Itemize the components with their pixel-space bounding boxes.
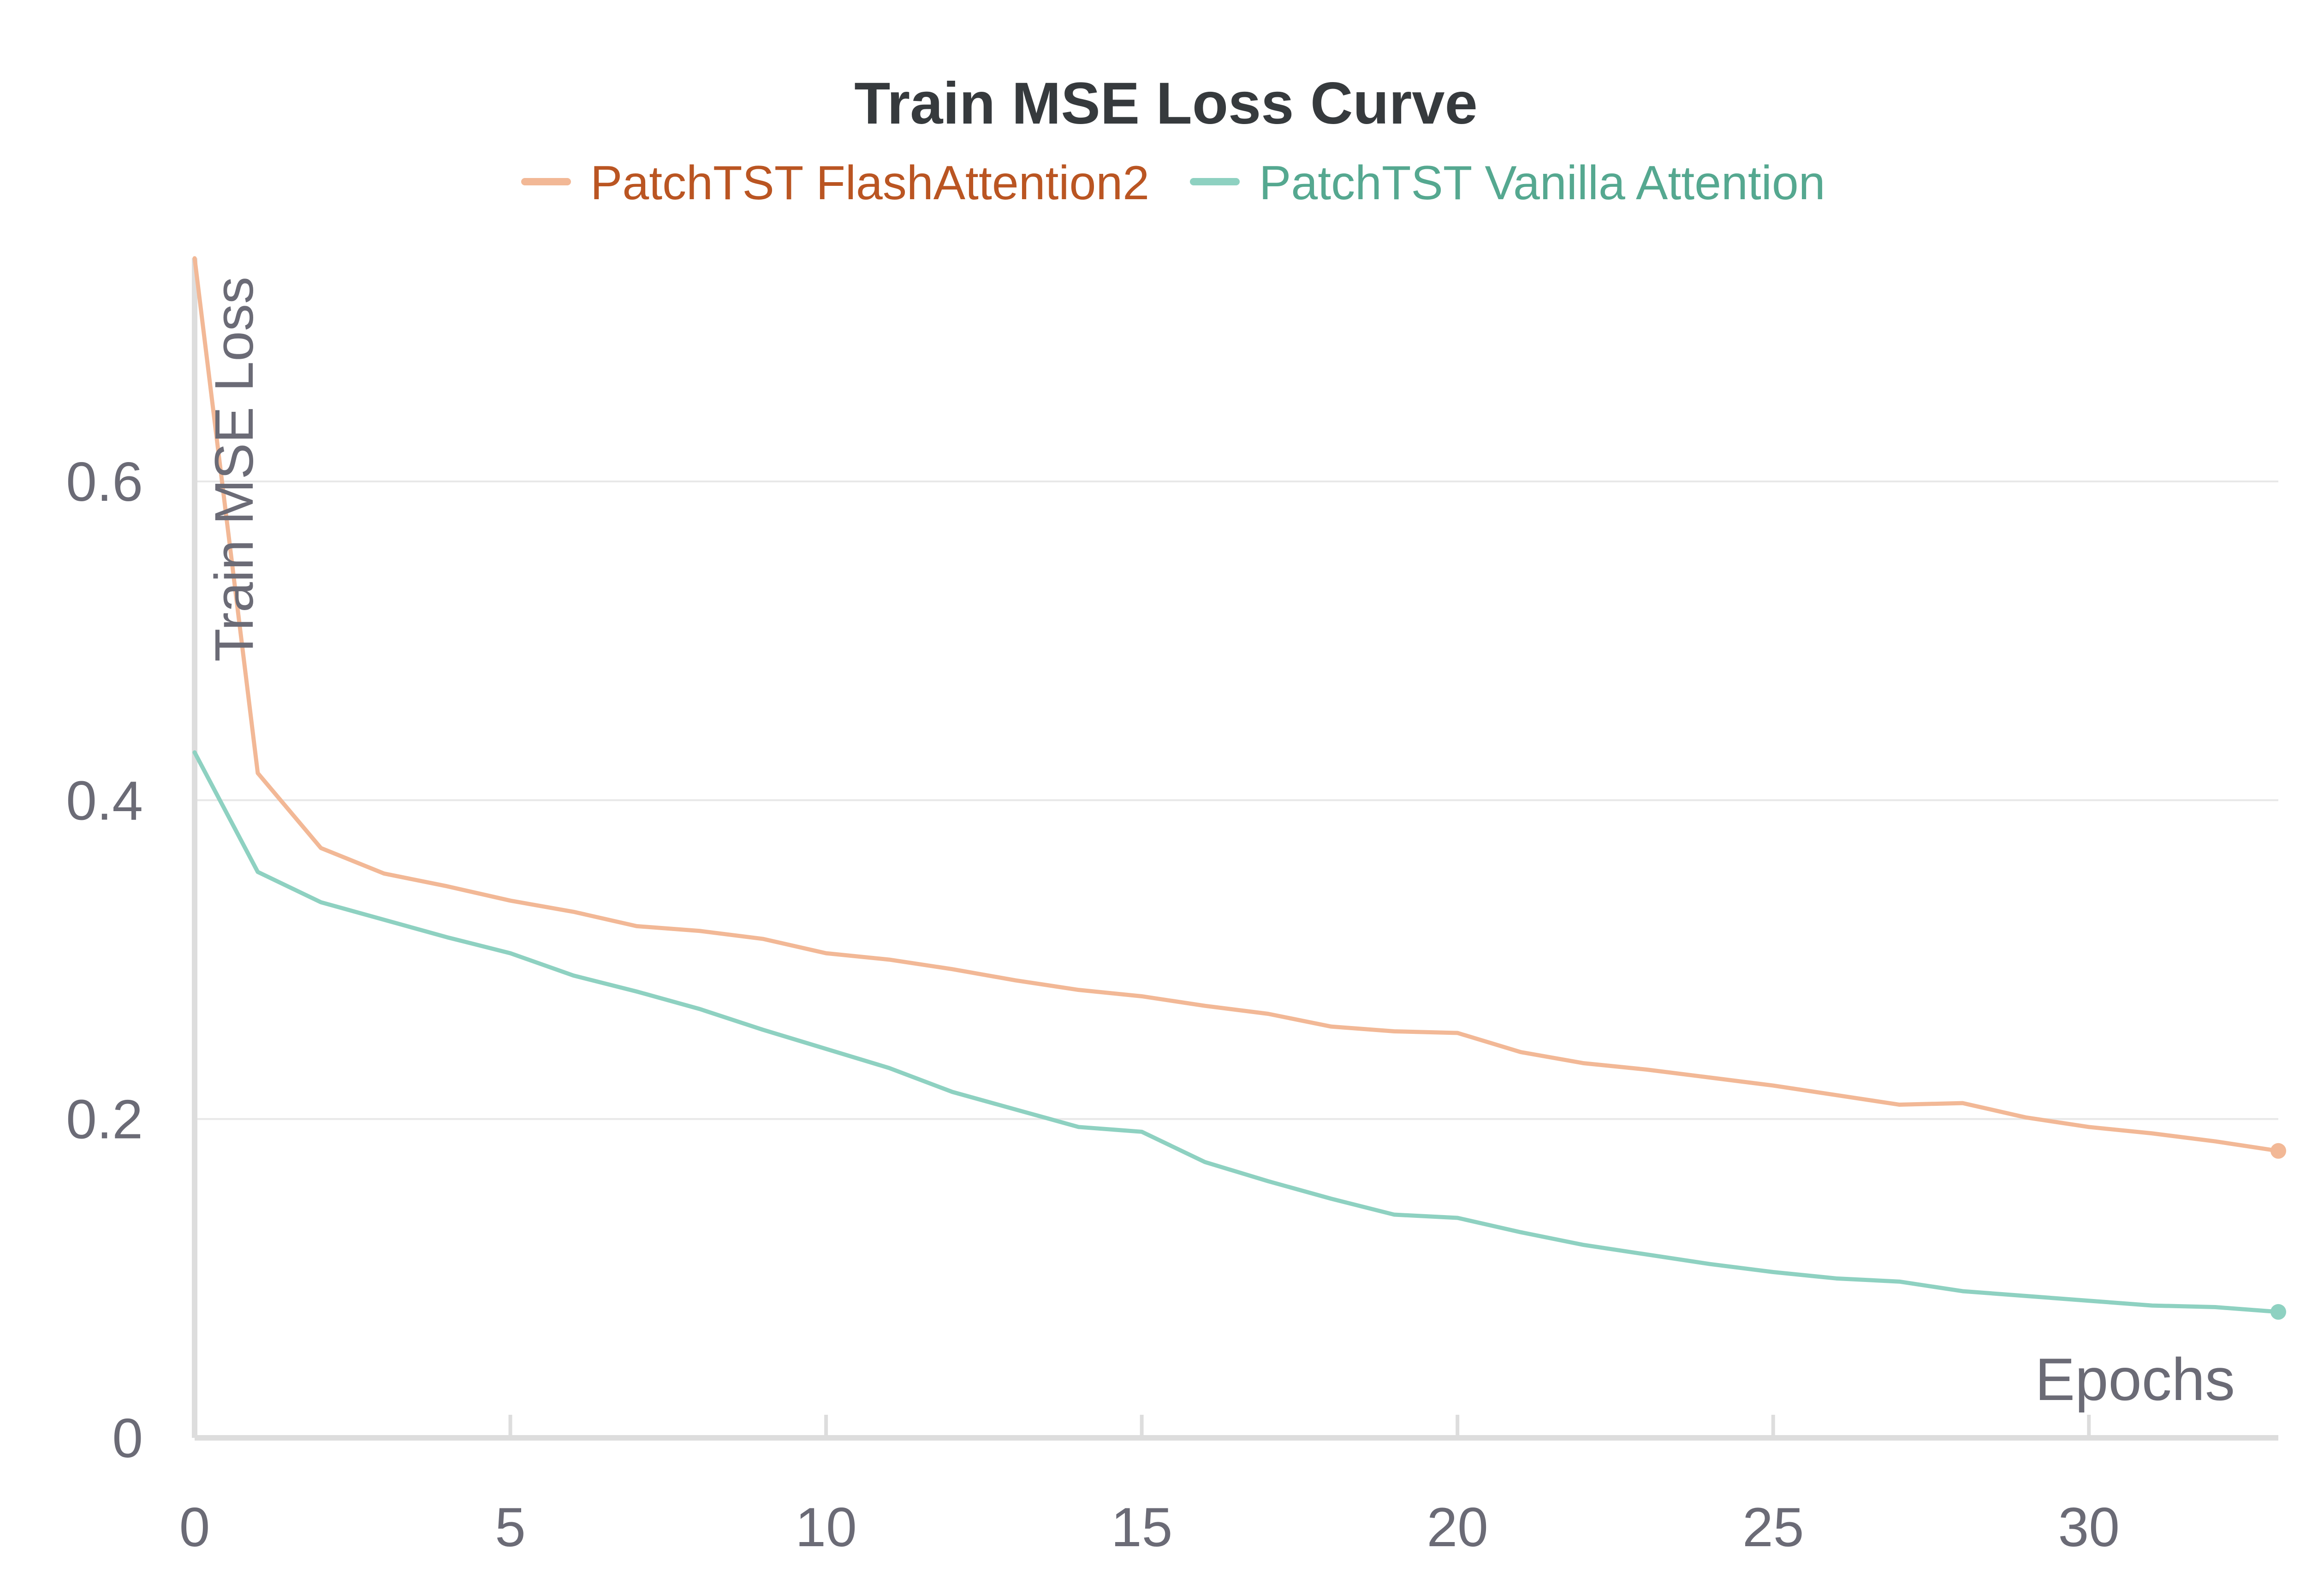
legend-label: PatchTST Vanilla Attention (1259, 156, 1825, 210)
series-line-2 (192, 750, 2281, 1314)
x-tick-label: 5 (495, 1496, 526, 1558)
x-tick-label: 0 (179, 1496, 210, 1558)
x-tick-label: 20 (1426, 1496, 1488, 1558)
legend-label: PatchTST FlashAttention2 (590, 156, 1149, 210)
x-tick-label: 10 (795, 1496, 856, 1558)
y-tick-label: 0.2 (66, 1089, 143, 1151)
series-end-point (2270, 1143, 2286, 1159)
series-end-point (2270, 1304, 2286, 1320)
x-axis-label: Epochs (2035, 1346, 2235, 1413)
x-tick-label: 25 (1742, 1496, 1804, 1558)
series-line-1 (192, 256, 2281, 1153)
grid-lines (195, 480, 2278, 1120)
x-tick-label: 15 (1111, 1496, 1172, 1558)
y-tick-label: 0 (112, 1407, 143, 1469)
chart-axes: 0 0.2 0.4 0.6 0 5 10 15 20 25 30 (66, 258, 2278, 1558)
series-lines (192, 256, 2286, 1320)
y-tick-label: 0.4 (66, 770, 143, 831)
chart-legend: PatchTST FlashAttention2 PatchTST Vanilla… (521, 156, 1825, 210)
y-tick-label: 0.6 (66, 451, 143, 513)
x-tick-label: 30 (2058, 1496, 2120, 1558)
y-axis-label: Train MSE Loss (204, 277, 265, 662)
chart-title: Train MSE Loss Curve (854, 71, 1478, 136)
